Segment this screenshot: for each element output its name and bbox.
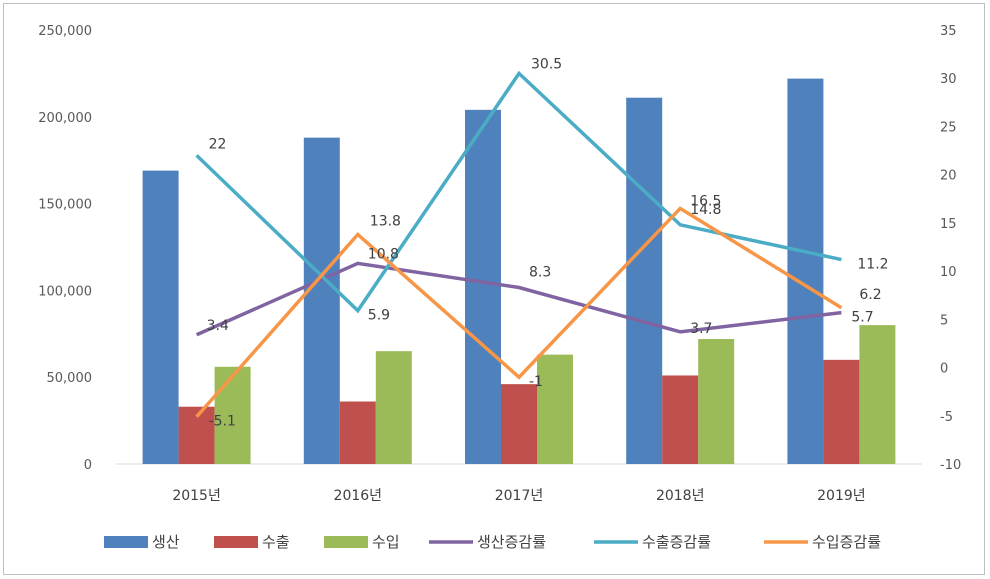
data-label-수입증감률: 13.8 — [370, 213, 401, 229]
data-label-수출증감률: 14.8 — [690, 202, 721, 218]
left-tick-label: 50,000 — [47, 371, 93, 386]
category-label: 2015년 — [172, 488, 221, 504]
data-label-수출증감률: 11.2 — [857, 257, 888, 273]
bar-수입 — [375, 351, 412, 464]
left-tick-label: 100,000 — [38, 284, 92, 299]
data-label-수출증감률: 5.9 — [368, 308, 390, 324]
line-생산증감률 — [195, 261, 842, 337]
bar-수출 — [662, 375, 699, 464]
right-tick-label: 5 — [940, 313, 948, 328]
bar-수입 — [698, 339, 735, 464]
legend-label: 수출 — [262, 533, 290, 551]
data-label-생산증감률: 3.4 — [207, 318, 229, 334]
data-label-생산증감률: 5.7 — [851, 310, 873, 326]
category-label: 2017년 — [495, 488, 544, 504]
left-tick-label: 250,000 — [38, 24, 92, 39]
legend-label: 생산증감률 — [477, 533, 546, 551]
category-label: 2019년 — [817, 488, 866, 504]
legend-label: 생산 — [152, 533, 180, 551]
data-label-수입증감률: 16.5 — [690, 193, 721, 209]
right-tick-label: 0 — [940, 362, 948, 377]
left-axis: 0 50,000 100,000 150,000 200,000 250,000 — [38, 24, 92, 473]
right-tick-label: 35 — [940, 24, 957, 39]
chart-frame: 0 50,000 100,000 150,000 200,000 250,000 -10-… — [3, 3, 985, 575]
legend: 생산 수출 수입 생산증감률 수출증감률 수입증감률 — [104, 533, 881, 551]
right-tick-label: 30 — [940, 72, 957, 87]
category-labels: 2015년 2016년 2017년 2018년 2019년 — [172, 488, 865, 504]
line-수입증감률 — [195, 206, 843, 418]
right-tick-label: -10 — [940, 458, 961, 473]
legend-label: 수입증감률 — [812, 533, 881, 551]
legend-label: 수출증감률 — [642, 533, 711, 551]
right-tick-label: 10 — [940, 265, 957, 280]
data-label-수출증감률: 30.5 — [531, 56, 562, 72]
right-tick-label: 20 — [940, 169, 957, 184]
data-label-수입증감률: -1 — [529, 374, 543, 390]
bar-생산 — [787, 78, 824, 464]
bar-수입 — [214, 366, 251, 464]
bar-수출 — [501, 384, 537, 464]
bar-생산 — [465, 109, 501, 464]
legend-label: 수입 — [372, 533, 400, 551]
data-label-생산증감률: 8.3 — [529, 265, 551, 281]
lines-layer — [195, 70, 843, 418]
line-수출증감률 — [195, 70, 842, 314]
bar-생산 — [142, 170, 179, 464]
bar-수출 — [339, 401, 376, 464]
data-label-수입증감률: 6.2 — [859, 287, 881, 303]
right-tick-label: 15 — [940, 217, 957, 232]
data-label-수입증감률: -5.1 — [209, 414, 236, 430]
category-label: 2018년 — [656, 488, 705, 504]
bar-수입 — [859, 325, 896, 464]
right-axis: -10 -5 0 5 10 15 20 25 30 35 — [940, 24, 961, 473]
bars-layer — [142, 78, 896, 464]
left-tick-label: 150,000 — [38, 198, 92, 213]
point-labels-layer: 3.4 10.8 8.3 3.7 5.7 22 5.9 30.5 14.8 11.2 -5.1 13.… — [207, 56, 889, 429]
data-label-생산증감률: 10.8 — [368, 246, 399, 262]
right-tick-label: -5 — [940, 410, 953, 425]
bar-수입 — [537, 354, 573, 464]
bar-생산 — [303, 137, 340, 464]
data-label-생산증감률: 3.7 — [690, 321, 712, 337]
legend-swatch — [104, 536, 148, 548]
bar-수출 — [823, 359, 860, 464]
left-tick-label: 0 — [84, 458, 92, 473]
right-tick-label: 25 — [940, 120, 957, 135]
legend-swatch — [214, 536, 258, 548]
data-label-수출증감률: 22 — [209, 136, 227, 152]
left-tick-label: 200,000 — [38, 111, 92, 126]
category-label: 2016년 — [334, 488, 383, 504]
bar-생산 — [626, 97, 663, 464]
legend-swatch — [324, 536, 368, 548]
